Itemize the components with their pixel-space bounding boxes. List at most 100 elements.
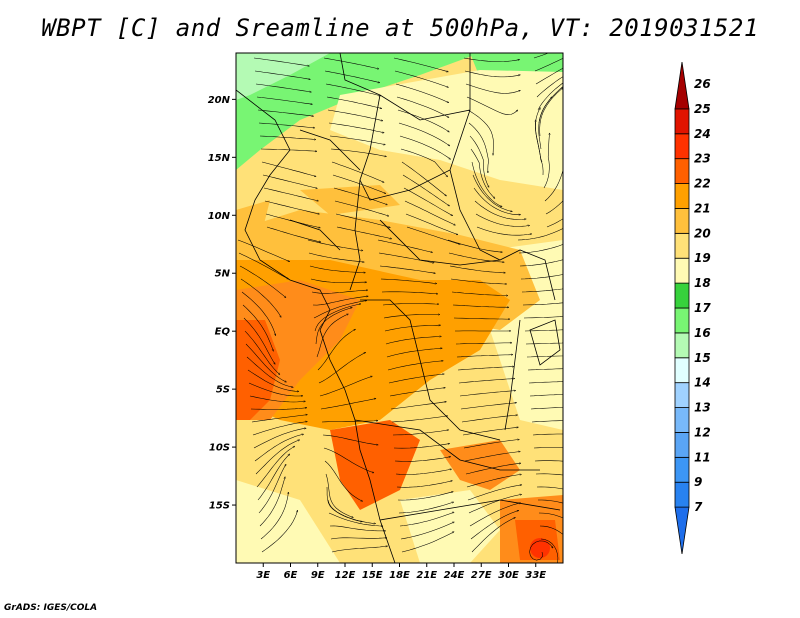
streamline bbox=[331, 161, 384, 182]
streamline bbox=[406, 226, 460, 244]
streamline bbox=[470, 510, 519, 540]
streamline bbox=[328, 512, 383, 526]
streamline bbox=[382, 304, 439, 306]
streamline bbox=[523, 316, 563, 319]
lat-tick-label: 5S bbox=[216, 385, 230, 396]
streamline bbox=[457, 367, 514, 371]
streamline bbox=[531, 420, 563, 423]
streamline bbox=[259, 135, 316, 140]
streamline bbox=[255, 83, 311, 92]
colorbar-swatch bbox=[674, 456, 690, 483]
streamline bbox=[524, 329, 563, 332]
streamline bbox=[466, 96, 518, 115]
lat-tick-label: 15N bbox=[208, 153, 231, 164]
streamline bbox=[327, 109, 383, 121]
colorbar-swatch bbox=[674, 506, 690, 555]
streamline bbox=[263, 187, 319, 201]
streamline bbox=[322, 434, 378, 445]
streamline bbox=[535, 120, 544, 176]
streamline bbox=[262, 174, 317, 188]
streamline bbox=[383, 315, 440, 319]
streamline bbox=[248, 382, 303, 396]
streamline bbox=[467, 109, 493, 155]
streamline bbox=[253, 57, 309, 66]
streamline bbox=[469, 135, 489, 187]
streamline bbox=[246, 356, 293, 387]
streamline bbox=[468, 494, 522, 514]
colorbar-swatch bbox=[674, 208, 690, 234]
streamline bbox=[465, 463, 521, 475]
streamline bbox=[544, 168, 563, 202]
streamline bbox=[250, 408, 307, 410]
streamline bbox=[258, 122, 315, 128]
streamline bbox=[252, 422, 307, 436]
streamline bbox=[249, 395, 306, 402]
streamline bbox=[314, 304, 361, 332]
streamline bbox=[463, 440, 519, 449]
streamline bbox=[398, 502, 454, 514]
lon-tick-label: 15E bbox=[362, 570, 383, 581]
streamline bbox=[244, 330, 280, 375]
lon-tick-label: 21E bbox=[416, 570, 437, 581]
streamline bbox=[538, 97, 552, 150]
streamline bbox=[465, 83, 520, 94]
streamline bbox=[256, 96, 313, 104]
streamline bbox=[387, 361, 443, 371]
streamline bbox=[466, 474, 522, 488]
lat-tick-label: EQ bbox=[215, 327, 231, 338]
streamline bbox=[475, 213, 530, 226]
streamline bbox=[239, 265, 286, 298]
streamline bbox=[456, 355, 513, 358]
latitude-axis: 20N 15N 10N 5N EQ 5S 10S 15S bbox=[208, 95, 236, 512]
streamline bbox=[469, 503, 521, 527]
streamline bbox=[472, 174, 512, 212]
colorbar-swatch bbox=[674, 232, 690, 259]
streamline bbox=[260, 148, 317, 151]
colorbar: 7 9 11 12 13 14 15 16 17 18 19 20 21 22 23 24 25 26 bbox=[674, 61, 711, 555]
country-borders bbox=[236, 53, 561, 563]
streamline bbox=[459, 391, 516, 397]
streamline bbox=[463, 57, 520, 62]
streamline bbox=[398, 122, 450, 146]
streamline bbox=[266, 226, 321, 242]
streamline bbox=[476, 226, 532, 236]
colorbar-swatch bbox=[674, 382, 690, 408]
colorbar-swatch bbox=[674, 108, 690, 135]
streamline bbox=[394, 70, 449, 87]
streamline bbox=[461, 415, 518, 423]
colorbar-label: 7 bbox=[694, 500, 703, 514]
streamline bbox=[399, 512, 454, 527]
colorbar-swatch bbox=[674, 332, 690, 359]
streamline bbox=[320, 399, 376, 410]
streamline bbox=[534, 58, 563, 72]
streamline bbox=[527, 368, 563, 371]
colorbar-label: 14 bbox=[694, 376, 711, 390]
streamline bbox=[404, 200, 456, 225]
streamline bbox=[317, 329, 356, 371]
streamline bbox=[534, 460, 563, 462]
colorbar-label: 22 bbox=[694, 177, 711, 191]
streamline bbox=[533, 53, 550, 59]
streamline bbox=[394, 457, 451, 462]
streamline bbox=[522, 302, 563, 306]
streamline bbox=[537, 82, 563, 111]
streamline bbox=[538, 512, 563, 519]
streamline bbox=[318, 352, 366, 384]
colorbar-swatch bbox=[674, 432, 690, 458]
streamline bbox=[258, 464, 286, 514]
colorbar-label: 17 bbox=[694, 301, 711, 315]
streamline bbox=[385, 336, 441, 345]
streamline bbox=[464, 70, 520, 78]
streamline bbox=[313, 301, 367, 319]
streamline bbox=[324, 70, 380, 83]
colorbar-label: 26 bbox=[694, 77, 711, 91]
streamline bbox=[334, 200, 389, 216]
colorbar-swatch bbox=[674, 307, 690, 334]
streamline bbox=[397, 109, 449, 132]
streamline bbox=[525, 342, 563, 345]
streamline bbox=[451, 291, 508, 296]
streamline bbox=[333, 187, 387, 205]
lon-tick-label: 33E bbox=[525, 570, 546, 581]
streamline bbox=[453, 317, 510, 319]
streamline bbox=[458, 379, 515, 384]
